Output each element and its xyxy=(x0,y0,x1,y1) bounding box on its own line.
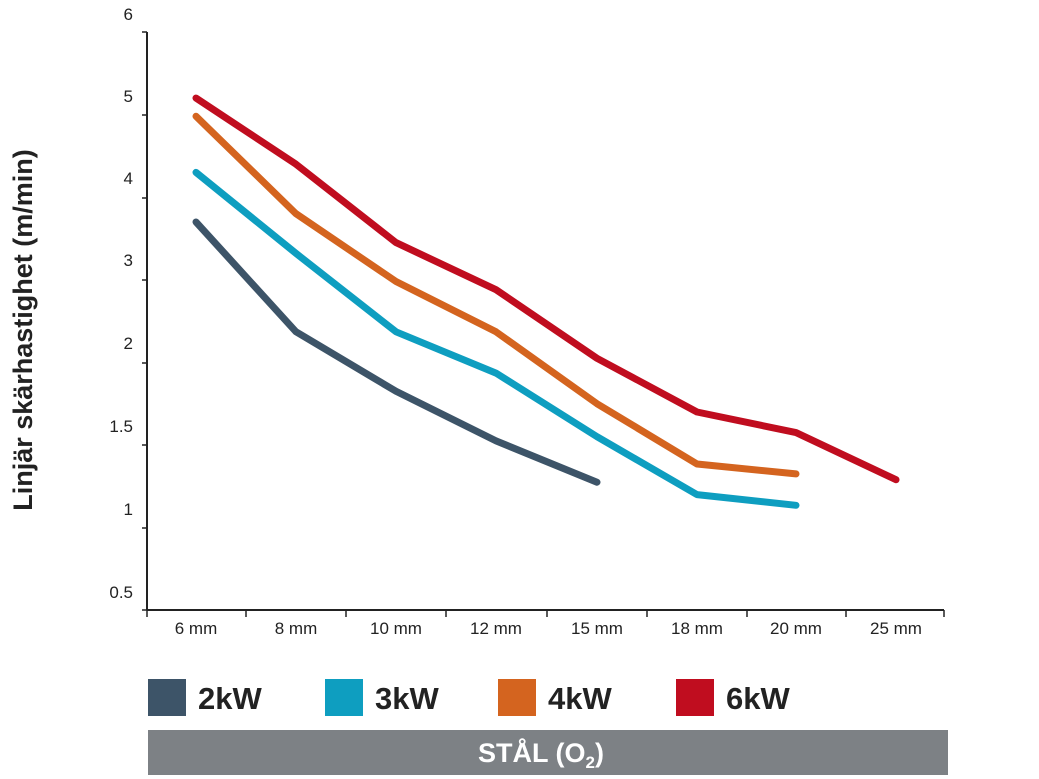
x-tick-label: 8 mm xyxy=(275,619,318,638)
y-tick-label: 5 xyxy=(124,87,133,106)
legend-swatch-2kw xyxy=(148,679,186,716)
series-lines xyxy=(192,94,900,509)
legend-label-3kw: 3kW xyxy=(375,681,439,716)
footer-title-close: ) xyxy=(595,738,604,768)
y-tick-label: 1 xyxy=(124,500,133,519)
series-line-2kw xyxy=(192,218,601,486)
x-tick-label: 12 mm xyxy=(470,619,522,638)
legend-swatch-4kw xyxy=(498,679,536,716)
y-tick-label: 3 xyxy=(124,251,133,270)
legend-swatch-6kw xyxy=(676,679,714,716)
y-tick-label: 1.5 xyxy=(109,417,133,436)
footer-title-subscript: 2 xyxy=(586,753,595,772)
legend-swatch-3kw xyxy=(325,679,363,716)
footer-title: STÅL (O2) xyxy=(478,737,604,772)
legend-label-6kw: 6kW xyxy=(726,681,790,716)
footer-title-main: STÅL (O xyxy=(478,737,586,768)
legend-label-2kw: 2kW xyxy=(198,681,262,716)
x-tick-label: 15 mm xyxy=(571,619,623,638)
x-tick-label: 18 mm xyxy=(671,619,723,638)
series-line-6kw xyxy=(192,94,900,484)
x-tick-label: 25 mm xyxy=(870,619,922,638)
legend: 2kW 3kW 4kW 6kW xyxy=(148,679,790,716)
y-tick-label: 6 xyxy=(124,5,133,24)
y-tick-label: 2 xyxy=(124,334,133,353)
x-tick-label: 6 mm xyxy=(175,619,218,638)
x-tick-label: 20 mm xyxy=(770,619,822,638)
x-axis: 6 mm 8 mm 10 mm 12 mm 15 mm 18 mm 20 mm 25 mm xyxy=(146,609,945,638)
footer-banner: STÅL (O2) xyxy=(148,730,948,775)
footer-background xyxy=(148,730,948,775)
y-axis: 6 5 4 3 2 1.5 1 0.5 xyxy=(109,5,148,611)
legend-label-4kw: 4kW xyxy=(548,681,612,716)
y-tick-label: 4 xyxy=(124,169,133,188)
x-tick-label: 10 mm xyxy=(370,619,422,638)
series-line-4kw xyxy=(192,112,800,478)
y-axis-title: Linjär skärhastighet (m/min) xyxy=(8,149,38,511)
y-tick-label: 0.5 xyxy=(109,583,133,602)
series-line-3kw xyxy=(192,168,800,509)
